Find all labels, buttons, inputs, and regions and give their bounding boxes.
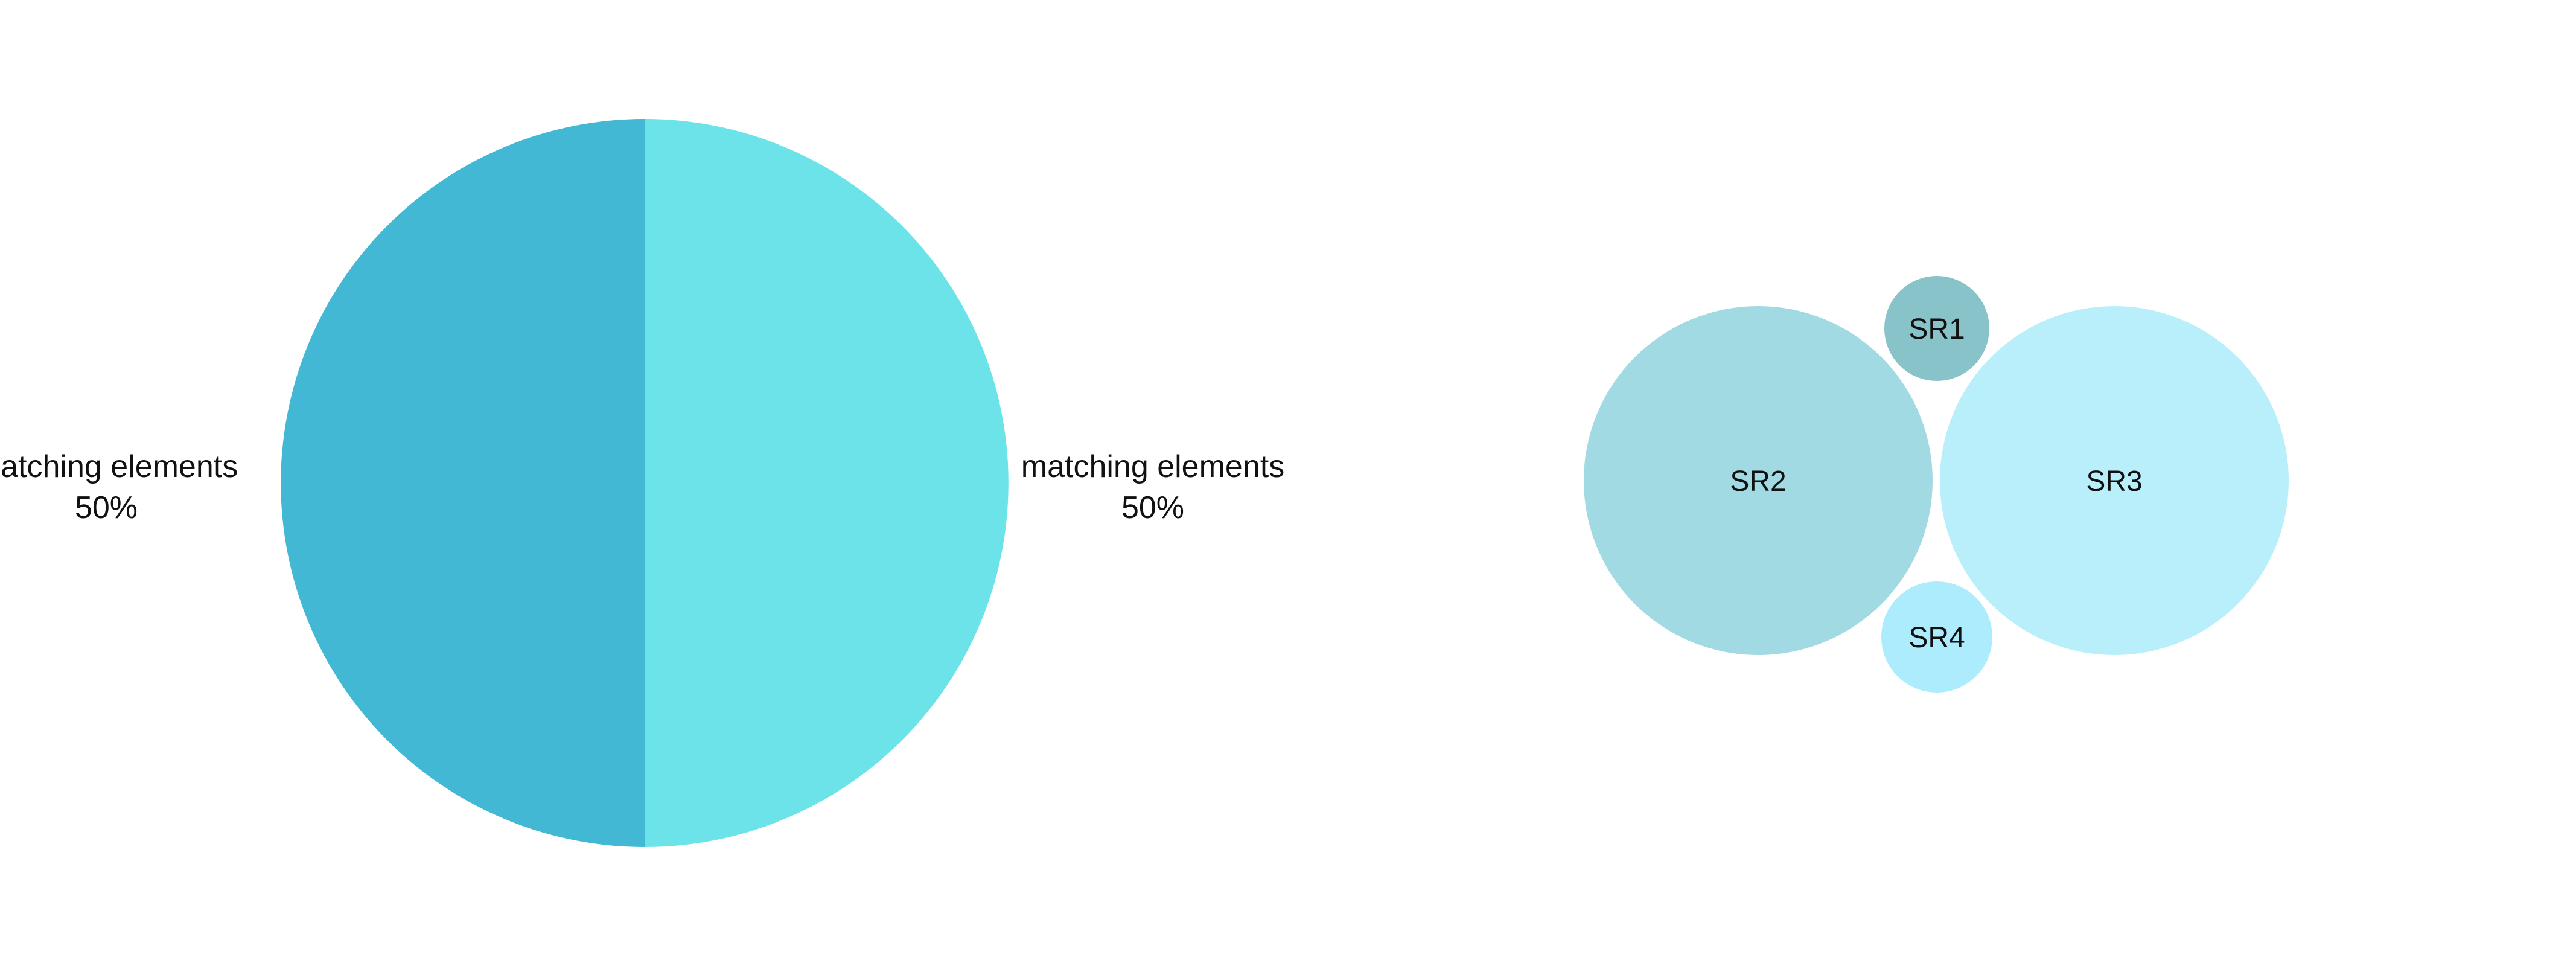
bubble-label-sr4: SR4 [1908,622,1965,654]
pie-chart [281,119,1009,847]
pie-slice-1 [645,119,1009,847]
pie-value-right: 50% [1121,490,1184,525]
pie-label-left: matching elements [0,449,238,484]
pie-label-right: matching elements [1021,449,1284,484]
bubble-chart: SR1 SR2 SR3 SR4 [1584,276,2289,693]
bubble-label-sr3: SR3 [2086,465,2142,497]
pie-value-left: 50% [75,490,138,525]
pie-slice-0 [281,119,645,847]
bubble-label-sr2: SR2 [1730,465,1786,497]
bubble-label-sr1: SR1 [1908,313,1965,345]
